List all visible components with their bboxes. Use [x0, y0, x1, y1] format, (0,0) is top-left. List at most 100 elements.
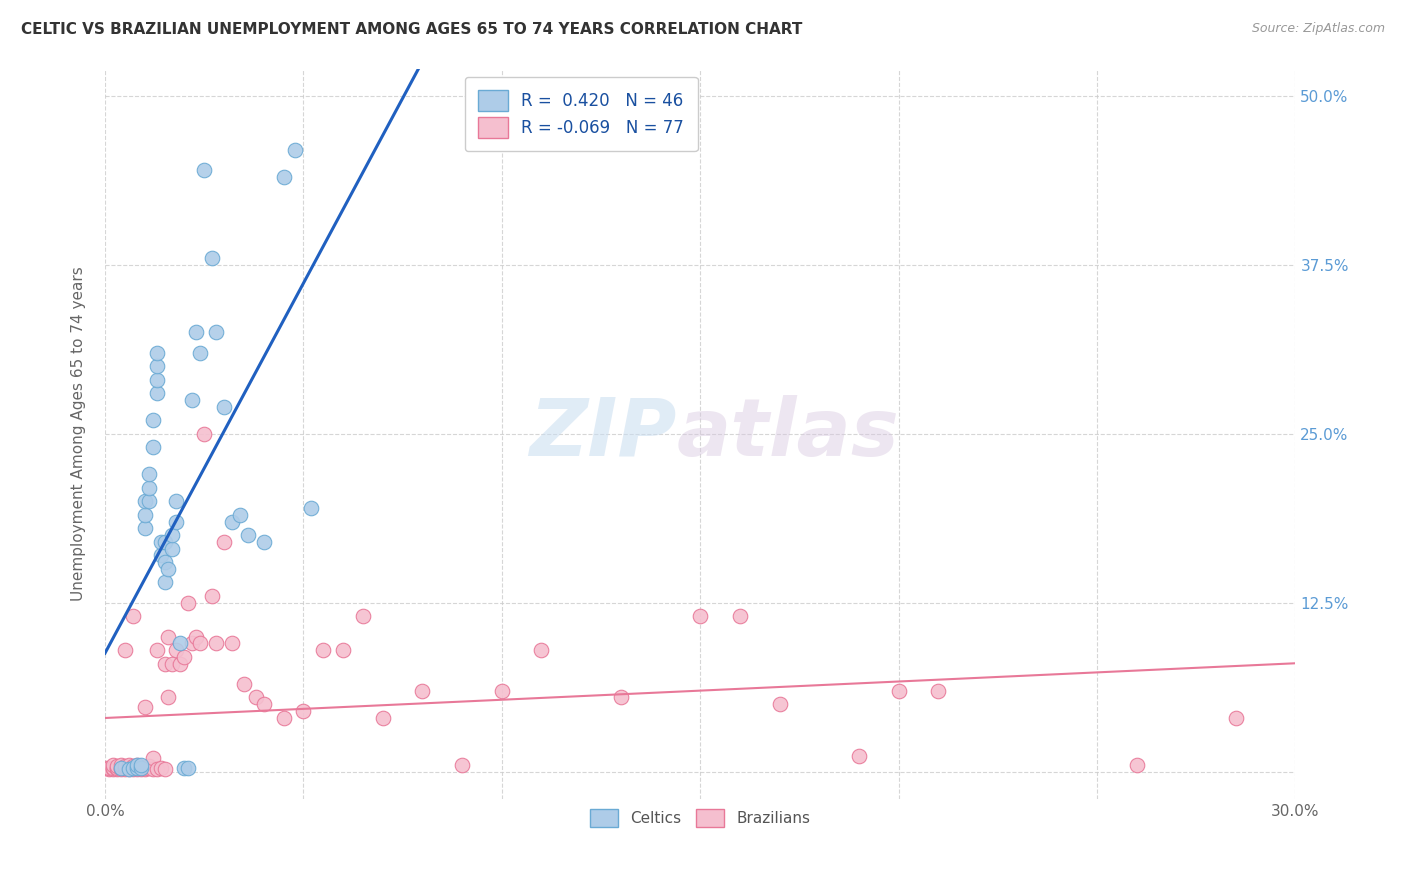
Point [181, 392, 204, 407]
Point [689, 609, 711, 624]
Point [134, 761, 156, 775]
Point [273, 711, 295, 725]
Point [105, 761, 128, 775]
Point [153, 657, 176, 671]
Point [145, 373, 167, 387]
Point [165, 643, 187, 657]
Point [97, 761, 120, 775]
Point [138, 759, 160, 773]
Point [101, 761, 124, 775]
Point [188, 345, 211, 359]
Point [232, 677, 254, 691]
Point [292, 704, 315, 718]
Point [205, 636, 228, 650]
Point [118, 762, 141, 776]
Point [149, 761, 172, 775]
Point [169, 657, 191, 671]
Point [245, 690, 267, 705]
Point [201, 589, 224, 603]
Point [134, 699, 156, 714]
Point [114, 643, 136, 657]
Point [110, 762, 132, 776]
Point [236, 528, 259, 542]
Point [173, 761, 195, 775]
Point [114, 761, 136, 775]
Point [125, 761, 148, 775]
Text: Source: ZipAtlas.com: Source: ZipAtlas.com [1251, 22, 1385, 36]
Point [212, 534, 235, 549]
Point [177, 596, 200, 610]
Point [118, 758, 141, 772]
Point [138, 761, 160, 775]
Point [149, 534, 172, 549]
Text: atlas: atlas [676, 394, 900, 473]
Point [125, 761, 148, 775]
Point [142, 751, 165, 765]
Point [173, 649, 195, 664]
Point [253, 697, 276, 711]
Point [142, 762, 165, 776]
Point [145, 643, 167, 657]
Point [186, 630, 208, 644]
Point [114, 762, 136, 776]
Point [114, 759, 136, 773]
Point [1225, 711, 1247, 725]
Point [169, 636, 191, 650]
Point [138, 481, 160, 495]
Point [118, 761, 141, 775]
Text: CELTIC VS BRAZILIAN UNEMPLOYMENT AMONG AGES 65 TO 74 YEARS CORRELATION CHART: CELTIC VS BRAZILIAN UNEMPLOYMENT AMONG A… [21, 22, 803, 37]
Point [134, 494, 156, 508]
Point [97, 762, 120, 776]
Point [118, 762, 141, 776]
Point [165, 494, 187, 508]
Point [129, 761, 152, 775]
Point [101, 762, 124, 776]
Point [768, 697, 790, 711]
Point [451, 758, 474, 772]
Point [129, 762, 152, 776]
Point [145, 345, 167, 359]
Point [145, 386, 167, 401]
Point [728, 609, 751, 624]
Point [121, 761, 143, 775]
Point [371, 711, 394, 725]
Point [110, 761, 132, 775]
Point [134, 521, 156, 535]
Point [110, 761, 132, 775]
Point [101, 758, 124, 772]
Point [157, 690, 180, 705]
Point [157, 630, 180, 644]
Point [94, 761, 117, 775]
Point [157, 562, 180, 576]
Point [610, 690, 633, 705]
Point [105, 762, 128, 776]
Point [848, 748, 870, 763]
Point [153, 534, 176, 549]
Point [491, 683, 513, 698]
Point [162, 528, 184, 542]
Point [121, 761, 143, 775]
Point [142, 440, 165, 454]
Point [142, 413, 165, 427]
Point [201, 251, 224, 265]
Point [299, 501, 322, 516]
Point [312, 643, 335, 657]
Point [149, 549, 172, 563]
Point [145, 762, 167, 776]
Point [284, 143, 307, 157]
Point [253, 534, 276, 549]
Point [229, 508, 252, 522]
Point [221, 636, 243, 650]
Point [125, 762, 148, 776]
Point [927, 683, 949, 698]
Point [212, 400, 235, 414]
Point [181, 636, 204, 650]
Point [887, 683, 910, 698]
Point [273, 169, 295, 184]
Point [121, 609, 143, 624]
Point [121, 762, 143, 776]
Point [125, 758, 148, 772]
Point [121, 759, 143, 773]
Point [145, 359, 167, 373]
Text: ZIP: ZIP [529, 394, 676, 473]
